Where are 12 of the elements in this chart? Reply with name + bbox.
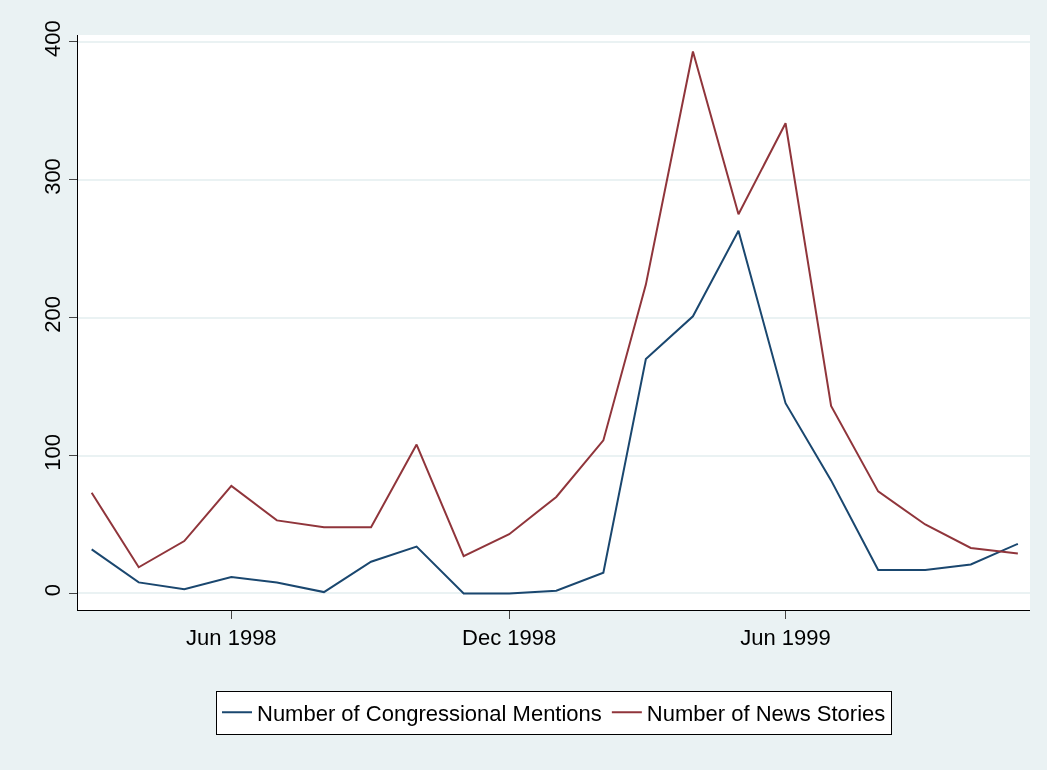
line-series [90,50,1019,569]
line-series [90,229,1019,595]
y-tick-label: 100 [40,433,66,471]
x-tick-label: Jun 1999 [740,625,831,651]
y-tick-label: 200 [40,296,66,333]
x-tick-label: Jun 1998 [186,625,277,651]
y-tick-label: 0 [40,584,66,597]
x-tick-label: Dec 1998 [462,625,557,651]
y-tick-label: 400 [40,20,66,57]
legend-label: Number of News Stories [646,700,886,726]
y-tick-label: 300 [40,158,66,195]
legend-label: Number of Congressional Mentions [257,700,602,726]
